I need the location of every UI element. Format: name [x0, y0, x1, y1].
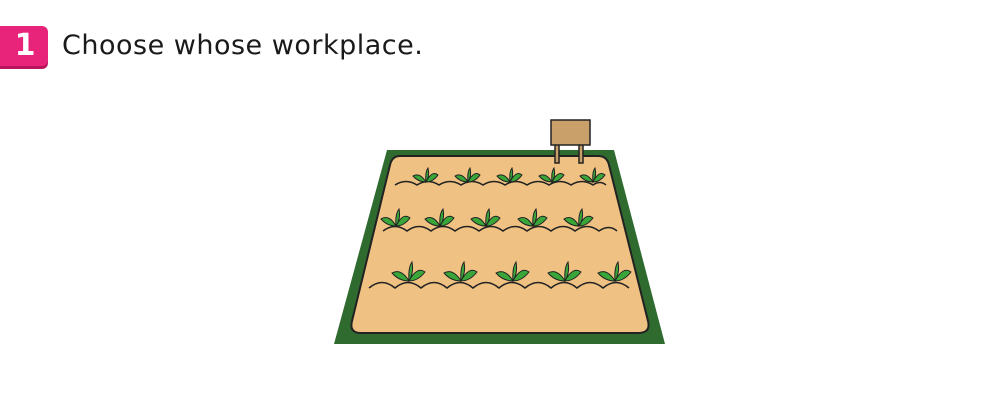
question-number-badge: 1	[0, 26, 48, 66]
sprout-icon	[495, 260, 530, 283]
furrow-row-3	[368, 281, 630, 289]
sprout-icon	[496, 166, 523, 184]
sprout-icon	[443, 260, 478, 283]
crop-row-2	[380, 207, 594, 228]
sprout-icon	[454, 166, 481, 184]
sprout-icon	[538, 166, 565, 184]
sprout-icon	[424, 207, 455, 228]
field-soil	[350, 155, 650, 334]
furrow-row-1	[394, 180, 607, 186]
crop-row-1	[412, 166, 606, 184]
question-header: 1 Choose whose workplace.	[0, 26, 423, 66]
sprout-icon	[517, 207, 548, 228]
sprout-icon	[547, 260, 582, 283]
sprout-icon	[597, 260, 632, 283]
farm-field-illustration	[334, 119, 665, 344]
field-sign-icon	[550, 119, 591, 164]
sprout-icon	[470, 207, 501, 228]
sprout-icon	[563, 207, 594, 228]
crop-row-3	[391, 260, 632, 283]
sprout-icon	[579, 166, 606, 184]
question-text: Choose whose workplace.	[62, 30, 424, 61]
furrow-row-2	[382, 225, 618, 232]
sprout-icon	[412, 166, 439, 184]
sprout-icon	[380, 207, 411, 228]
sprout-icon	[391, 260, 426, 283]
